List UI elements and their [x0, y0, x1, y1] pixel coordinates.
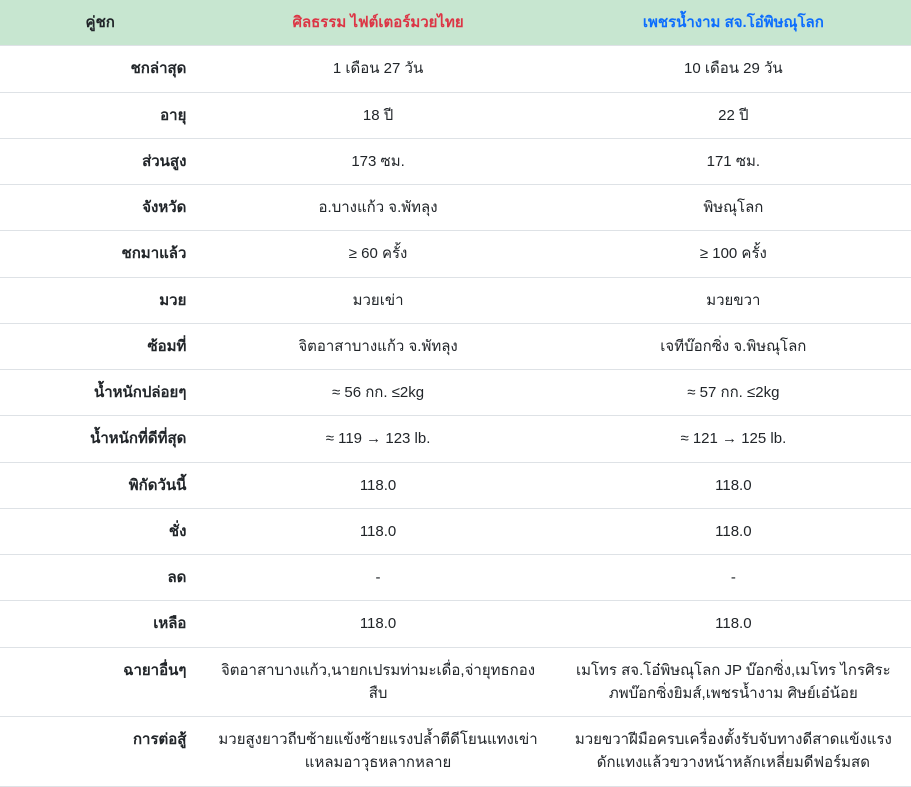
header-row: คู่ชก ศิลธรรม ไฟต์เตอร์มวยไทย เพชรน้ำงาม… — [0, 0, 911, 46]
row-label: น้ำหนักที่ดีที่สุด — [0, 416, 200, 462]
table-row: น้ำหนักปล่อยๆ≈ 56 กก. ≤2kg≈ 57 กก. ≤2kg — [0, 370, 911, 416]
table-row: ชกล่าสุด1 เดือน 27 วัน10 เดือน 29 วัน — [0, 46, 911, 92]
row-label: เหลือ — [0, 601, 200, 647]
row-fighter2-value: มวยขวาฝีมือครบเครื่องตั้งรับจับทางดีสาดแ… — [556, 717, 911, 787]
table-row: ชกมาแล้ว≥ 60 ครั้ง≥ 100 ครั้ง — [0, 231, 911, 277]
table-row: อายุ18 ปี22 ปี — [0, 92, 911, 138]
row-fighter1-value: - — [200, 555, 555, 601]
row-fighter1-value: 118.0 — [200, 508, 555, 554]
table-row: การต่อสู้มวยสูงยาวถีบซ้ายแข้งซ้ายแรงปล้ำ… — [0, 717, 911, 787]
comparison-table: คู่ชก ศิลธรรม ไฟต์เตอร์มวยไทย เพชรน้ำงาม… — [0, 0, 911, 787]
table-row: ชั่ง118.0118.0 — [0, 508, 911, 554]
row-fighter2-value: 171 ซม. — [556, 138, 911, 184]
table-body: ชกล่าสุด1 เดือน 27 วัน10 เดือน 29 วันอาย… — [0, 46, 911, 786]
table-row: ส่วนสูง173 ซม.171 ซม. — [0, 138, 911, 184]
table-row: น้ำหนักที่ดีที่สุด≈ 119 → 123 lb.≈ 121 →… — [0, 416, 911, 462]
table-row: จังหวัดอ.บางแก้ว จ.พัทลุงพิษณุโลก — [0, 185, 911, 231]
row-fighter1-value: มวยเข่า — [200, 277, 555, 323]
row-fighter1-value: ≈ 56 กก. ≤2kg — [200, 370, 555, 416]
row-fighter2-value: 22 ปี — [556, 92, 911, 138]
row-label: น้ำหนักปล่อยๆ — [0, 370, 200, 416]
row-fighter1-value: จิตอาสาบางแก้ว,นายกเปรมท่ามะเดื่อ,จ่ายุท… — [200, 647, 555, 717]
row-fighter1-value: 18 ปี — [200, 92, 555, 138]
row-fighter2-value: 118.0 — [556, 601, 911, 647]
row-label: ฉายาอื่นๆ — [0, 647, 200, 717]
row-fighter2-value: 118.0 — [556, 462, 911, 508]
header-fighter1: ศิลธรรม ไฟต์เตอร์มวยไทย — [200, 0, 555, 46]
row-fighter1-value: จิตอาสาบางแก้ว จ.พัทลุง — [200, 323, 555, 369]
header-fighter2: เพชรน้ำงาม สจ.โอ๋พิษณุโลก — [556, 0, 911, 46]
row-fighter1-value: 118.0 — [200, 601, 555, 647]
row-fighter2-value: ≈ 57 กก. ≤2kg — [556, 370, 911, 416]
row-label: ชกมาแล้ว — [0, 231, 200, 277]
row-fighter2-value: ≈ 121 → 125 lb. — [556, 416, 911, 462]
header-label: คู่ชก — [0, 0, 200, 46]
row-label: จังหวัด — [0, 185, 200, 231]
row-fighter2-value: มวยขวา — [556, 277, 911, 323]
table-row: เหลือ118.0118.0 — [0, 601, 911, 647]
table-row: ซ้อมที่จิตอาสาบางแก้ว จ.พัทลุงเจทีบ๊อกซิ… — [0, 323, 911, 369]
row-fighter2-value: พิษณุโลก — [556, 185, 911, 231]
row-fighter2-value: - — [556, 555, 911, 601]
table-row: ฉายาอื่นๆจิตอาสาบางแก้ว,นายกเปรมท่ามะเดื… — [0, 647, 911, 717]
table-row: ลด-- — [0, 555, 911, 601]
table-row: มวยมวยเข่ามวยขวา — [0, 277, 911, 323]
row-label: การต่อสู้ — [0, 717, 200, 787]
row-fighter2-value: 118.0 — [556, 508, 911, 554]
row-fighter1-value: ≥ 60 ครั้ง — [200, 231, 555, 277]
row-label: ชั่ง — [0, 508, 200, 554]
row-fighter1-value: ≈ 119 → 123 lb. — [200, 416, 555, 462]
row-label: ชกล่าสุด — [0, 46, 200, 92]
row-label: อายุ — [0, 92, 200, 138]
row-label: พิกัดวันนี้ — [0, 462, 200, 508]
row-fighter1-value: อ.บางแก้ว จ.พัทลุง — [200, 185, 555, 231]
row-fighter2-value: เจทีบ๊อกซิ่ง จ.พิษณุโลก — [556, 323, 911, 369]
row-fighter1-value: มวยสูงยาวถีบซ้ายแข้งซ้ายแรงปล้ำตีดีโยนแท… — [200, 717, 555, 787]
row-fighter2-value: 10 เดือน 29 วัน — [556, 46, 911, 92]
row-label: ซ้อมที่ — [0, 323, 200, 369]
row-fighter2-value: ≥ 100 ครั้ง — [556, 231, 911, 277]
table-row: พิกัดวันนี้118.0118.0 — [0, 462, 911, 508]
row-fighter1-value: 173 ซม. — [200, 138, 555, 184]
row-label: มวย — [0, 277, 200, 323]
row-fighter1-value: 1 เดือน 27 วัน — [200, 46, 555, 92]
row-fighter2-value: เมโทร สจ.โอ๋พิษณุโลก JP บ๊อกซิ่ง,เมโทร ไ… — [556, 647, 911, 717]
row-fighter1-value: 118.0 — [200, 462, 555, 508]
row-label: ลด — [0, 555, 200, 601]
row-label: ส่วนสูง — [0, 138, 200, 184]
